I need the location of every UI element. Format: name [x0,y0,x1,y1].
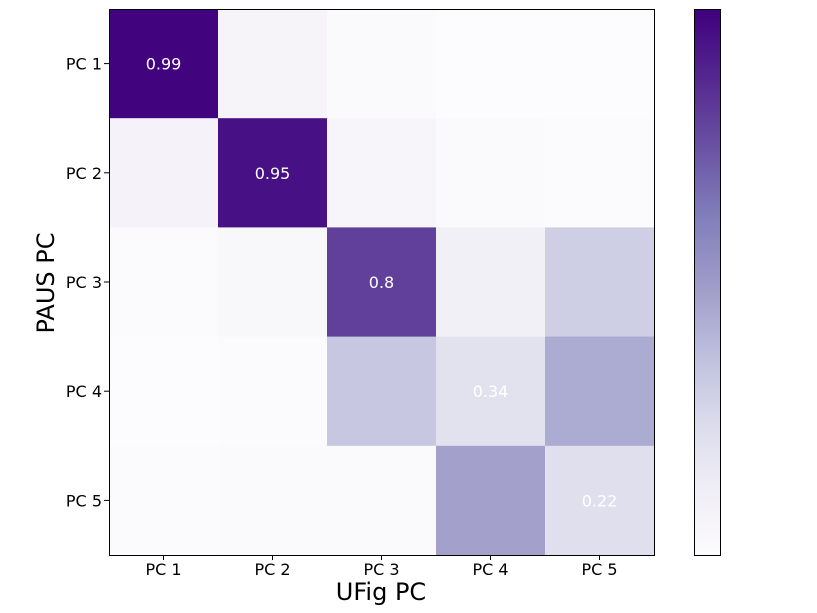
heatmap-cell-r5-c4 [436,445,546,556]
y-axis-label: PAUS PC [32,232,60,333]
heatmap-cell-r5-c1 [109,445,219,556]
x-axis-ticks: PC 1 PC 2 PC 3 PC 4 PC 5 [145,555,618,579]
y-axis-ticks: PC 1 PC 2 PC 3 PC 4 PC 5 [66,55,109,510]
cell-annotation: 0.99 [146,55,182,74]
heatmap-cell-r5-c3 [327,445,437,556]
heatmap-cell-r1-c5 [545,9,655,119]
x-tick-label: PC 3 [363,560,399,579]
y-tick-label: PC 2 [66,164,102,183]
y-tick-label: PC 4 [66,382,102,401]
heatmap-cell-r5-c2 [218,445,328,556]
cell-annotation: 0.95 [255,164,291,183]
heatmap-cell-r4-c1 [109,336,219,447]
heatmap-cell-r3-c4 [436,227,546,338]
cell-annotations: 0.99 0.95 0.8 0.34 0.22 [146,55,618,511]
heatmap-cell-r1-c4 [436,9,546,119]
heatmap-cell-r1-c2 [218,9,328,119]
heatmap-cell-r2-c1 [109,118,219,228]
x-axis-label: UFig PC [336,578,426,606]
heatmap-cell-r5-c5 [545,445,655,556]
x-tick-label: PC 1 [145,560,181,579]
cell-annotation: 0.34 [473,382,509,401]
heatmap-cell-r3-c5 [545,227,655,338]
heatmap-cell-r4-c4 [436,336,546,447]
cell-annotation: 0.22 [582,491,618,510]
y-tick-label: PC 5 [66,491,102,510]
cell-annotation: 0.8 [369,273,394,292]
heatmap-cell-r4-c3 [327,336,437,447]
y-tick-label: PC 1 [66,55,102,74]
heatmap-cell-r4-c2 [218,336,328,447]
heatmap-cell-r2-c4 [436,118,546,228]
heatmap-cell-r4-c5 [545,336,655,447]
heatmap-cell-r2-c3 [327,118,437,228]
heatmap-cell-r1-c1 [109,9,219,119]
heatmap-cell-r3-c3 [327,227,437,338]
y-tick-label: PC 3 [66,273,102,292]
colorbar [694,9,721,556]
heatmap-cell-r3-c1 [109,227,219,338]
heatmap-cell-r2-c5 [545,118,655,228]
x-tick-label: PC 5 [581,560,617,579]
heatmap-cell-r1-c3 [327,9,437,119]
heatmap-cell-r3-c2 [218,227,328,338]
x-tick-label: PC 4 [472,560,508,579]
x-tick-label: PC 2 [254,560,290,579]
heatmap-cell-r2-c2 [218,118,328,228]
heatmap-cells [109,9,655,556]
